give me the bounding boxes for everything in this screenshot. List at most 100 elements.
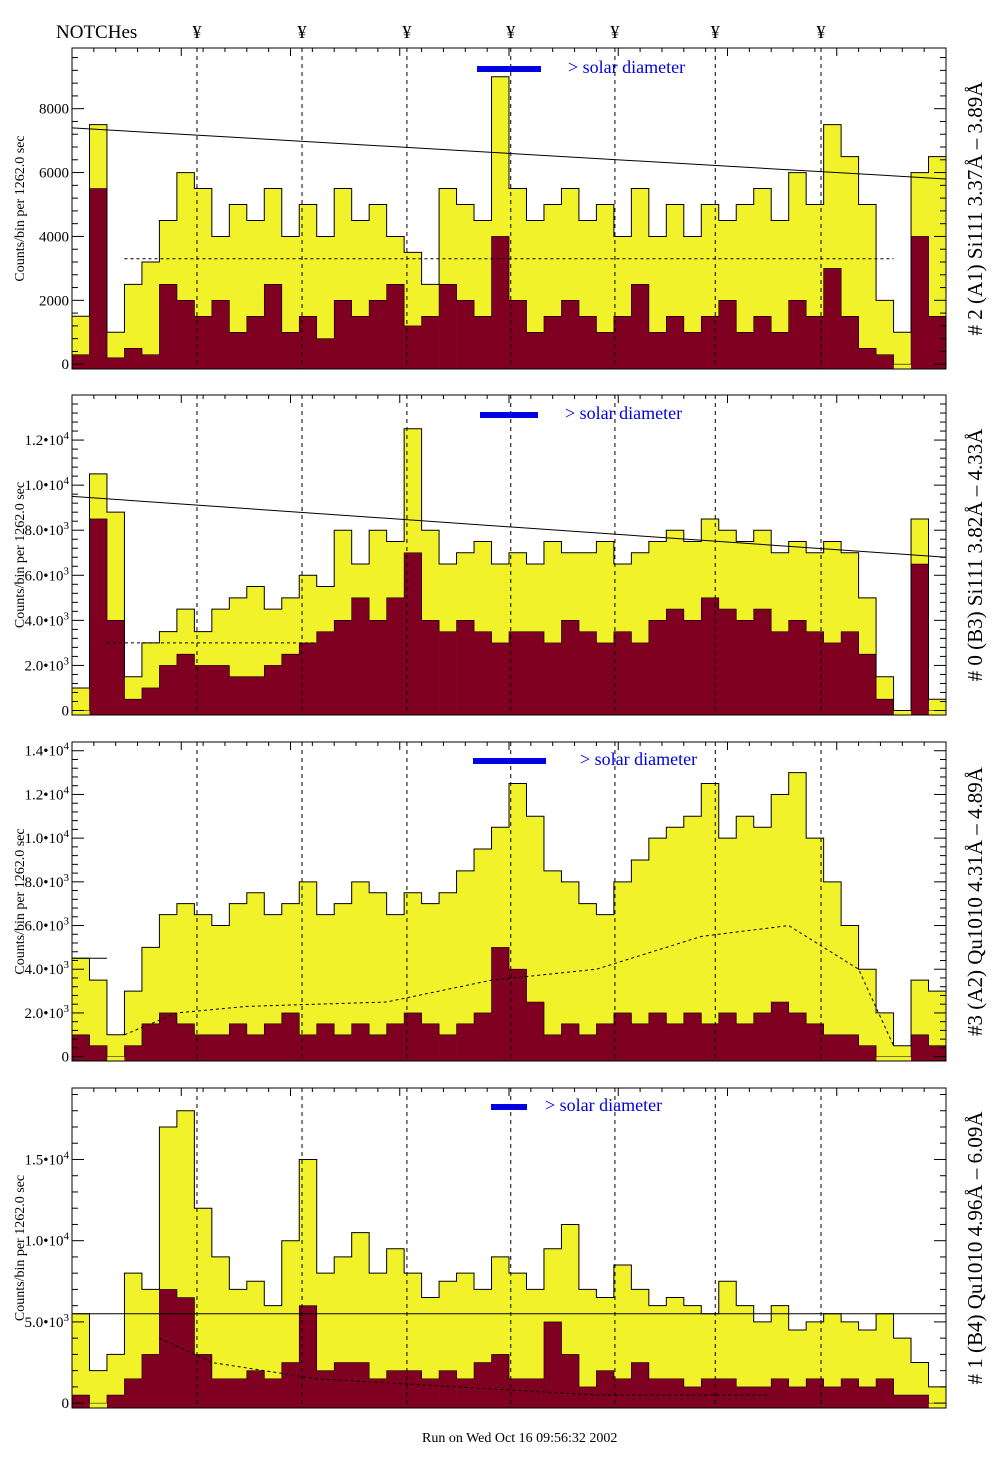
total-bar <box>928 156 946 369</box>
component-bar <box>561 620 580 715</box>
component-bar <box>806 316 824 369</box>
component-bar <box>526 631 545 715</box>
component-bar <box>421 620 440 715</box>
total-bar <box>246 892 265 1061</box>
component-bar <box>456 300 475 369</box>
component-bar <box>596 1023 615 1061</box>
component-bar <box>404 325 422 369</box>
component-bar <box>176 1297 195 1408</box>
y-tick-label: 6.0•103 <box>24 916 69 935</box>
total-bar <box>771 794 789 1061</box>
panel-2: 0 2.0•103 4.0•103 6.0•103 8.0•103 1.0•104 1.2•… <box>13 394 987 719</box>
notch-marker: ¥ <box>711 22 720 42</box>
component-bar <box>736 620 755 715</box>
component-bar <box>509 300 527 369</box>
y-tick-label: 2000 <box>39 293 69 309</box>
notch-marker: ¥ <box>402 22 411 42</box>
component-bar <box>351 316 370 369</box>
component-bar <box>683 1012 702 1061</box>
panel-title: #3 (A2) Qu1010 4.31Å – 4.89Å <box>963 766 987 1036</box>
component-bar <box>701 597 720 715</box>
component-bar <box>613 316 632 369</box>
total-bar <box>858 204 877 369</box>
total-bar <box>141 262 160 369</box>
component-outline <box>72 947 946 1057</box>
total-bar <box>229 903 248 1061</box>
total-bar <box>753 827 772 1061</box>
component-bar <box>211 1034 230 1061</box>
component-bar <box>683 1386 702 1408</box>
component-bar <box>351 1362 370 1408</box>
component-bar <box>841 1378 859 1408</box>
notches-label: NOTCHes <box>56 22 137 43</box>
component-bar <box>281 1012 300 1061</box>
y-tick-label: 4000 <box>39 229 69 245</box>
component-bar <box>106 620 125 715</box>
component-bar <box>648 620 667 715</box>
total-bar <box>858 969 877 1061</box>
component-bar <box>316 338 335 369</box>
total-bar <box>823 1313 842 1408</box>
component-bar <box>648 332 667 369</box>
component-bar <box>858 1045 877 1061</box>
component-bar <box>176 654 195 715</box>
legend-label: > solar diameter <box>565 403 682 423</box>
component-bar <box>701 316 720 369</box>
component-bar <box>876 699 894 715</box>
notch-marker: ¥ <box>298 22 307 42</box>
y-tick-label: 6000 <box>39 166 69 182</box>
y-tick-label: 1.0•104 <box>24 475 69 494</box>
total-bar <box>316 236 335 369</box>
component-bar <box>106 357 125 369</box>
panel-1: 0 2000 4000 6000 8000 Counts/bin per 1262.0 s… <box>13 47 987 373</box>
total-bar <box>701 783 720 1061</box>
component-bar <box>509 969 527 1061</box>
component-bar <box>526 332 545 369</box>
component-bar <box>421 316 440 369</box>
component-bar <box>858 1386 877 1408</box>
total-bar <box>596 204 615 369</box>
component-bar <box>666 1023 685 1061</box>
total-bar <box>229 204 248 369</box>
total-bar <box>841 156 859 369</box>
y-tick-label: 6.0•103 <box>24 565 69 584</box>
total-bar <box>666 827 685 1061</box>
background-curve <box>124 925 895 1046</box>
component-bar <box>159 284 178 369</box>
component-bar <box>491 947 510 1061</box>
component-bar <box>911 1034 929 1061</box>
component-bar <box>753 609 772 715</box>
total-bar <box>369 1273 387 1408</box>
component-bar <box>736 332 755 369</box>
component-bar <box>124 1378 143 1408</box>
total-bar <box>456 1273 475 1408</box>
component-bar <box>72 354 90 369</box>
total-bar <box>543 870 562 1061</box>
total-bar <box>648 838 667 1061</box>
total-bar <box>124 1273 143 1408</box>
total-bar <box>841 925 859 1061</box>
component-outline <box>72 188 946 365</box>
component-bar <box>823 1034 842 1061</box>
component-bar <box>509 631 527 715</box>
component-bar <box>928 1045 946 1061</box>
y-axis-label: Counts/bin per 1262.0 sec <box>13 1175 28 1321</box>
y-tick-label: 8.0•103 <box>24 872 69 891</box>
component-bar <box>526 1002 545 1061</box>
component-bar <box>666 1378 685 1408</box>
component-bar <box>596 332 615 369</box>
component-bar <box>858 654 877 715</box>
component-bar <box>911 236 929 369</box>
component-bar <box>543 1321 562 1408</box>
component-bar <box>106 1395 125 1408</box>
component-bar <box>474 1012 492 1061</box>
total-bar <box>369 892 387 1061</box>
component-bar <box>439 631 457 715</box>
component-bar <box>159 1289 178 1408</box>
component-bar <box>876 1378 894 1408</box>
component-bar <box>369 1378 387 1408</box>
y-tick-label: 1.2•104 <box>24 784 69 803</box>
component-bar <box>491 236 510 369</box>
component-bar <box>229 1023 248 1061</box>
component-bar <box>334 300 352 369</box>
